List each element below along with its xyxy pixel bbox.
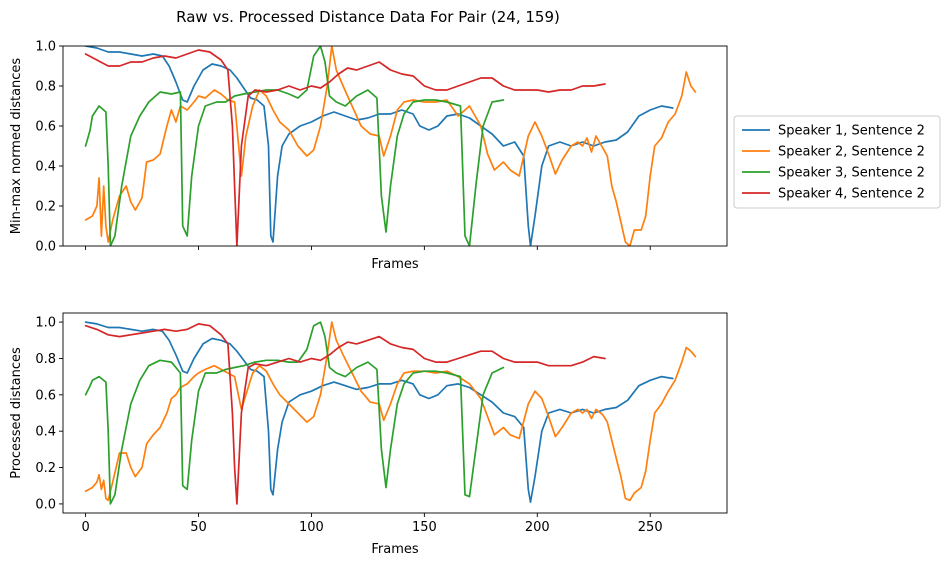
x-tick-label: 50 bbox=[190, 520, 207, 535]
y-tick-label: 0.6 bbox=[35, 120, 56, 135]
series-line-speaker-1 bbox=[84, 321, 674, 503]
series-line-speaker-1 bbox=[84, 46, 674, 246]
y-tick-label: 0.8 bbox=[35, 80, 56, 95]
legend: Speaker 1, Sentence 2 Speaker 2, Sentence… bbox=[733, 115, 941, 209]
legend-entry: Speaker 1, Sentence 2 bbox=[778, 124, 925, 139]
y-tick-label: 0.2 bbox=[35, 200, 56, 215]
series-line-speaker-4 bbox=[84, 323, 606, 505]
legend-entry: Speaker 4, Sentence 2 bbox=[778, 187, 925, 202]
legend-box bbox=[733, 115, 941, 209]
series-lines bbox=[84, 46, 697, 246]
y-tick-label: 0.6 bbox=[35, 388, 56, 403]
y-tick-label: 0.0 bbox=[35, 240, 56, 255]
y-tick-label: 0.4 bbox=[35, 425, 56, 440]
y-tick-label: 0.2 bbox=[35, 461, 56, 476]
x-tick-label: 250 bbox=[638, 520, 663, 535]
x-axis-label: Frames bbox=[371, 542, 419, 557]
series-line-speaker-3 bbox=[84, 46, 505, 246]
axes-frame bbox=[62, 312, 728, 514]
x-tick-label: 0 bbox=[81, 520, 89, 535]
series-lines bbox=[84, 321, 697, 505]
x-tick-label: 100 bbox=[299, 520, 324, 535]
legend-entry: Speaker 2, Sentence 2 bbox=[778, 145, 925, 160]
processed-distances-panel: 0 50 100 150 200 250 0.0 0.2 0.4 0.6 0.8 1.0 Frames P… bbox=[9, 312, 728, 557]
y-axis-label: Min-max normed distances bbox=[9, 58, 24, 235]
x-tick-label: 200 bbox=[525, 520, 550, 535]
series-line-speaker-3 bbox=[84, 321, 505, 505]
x-axis-label: Frames bbox=[371, 257, 419, 272]
y-tick-label: 0.0 bbox=[35, 497, 56, 512]
y-tick-label: 0.8 bbox=[35, 352, 56, 367]
raw-distances-panel: 0.0 0.2 0.4 0.6 0.8 1.0 Frames Min-max normed d… bbox=[9, 40, 728, 272]
y-tick-label: 1.0 bbox=[35, 40, 56, 55]
series-line-speaker-2 bbox=[84, 321, 697, 502]
legend-entry: Speaker 3, Sentence 2 bbox=[778, 166, 925, 181]
series-line-speaker-2 bbox=[84, 46, 697, 246]
chart-title: Raw vs. Processed Distance Data For Pair… bbox=[176, 8, 560, 26]
y-tick-label: 1.0 bbox=[35, 316, 56, 331]
x-tick-label: 150 bbox=[412, 520, 437, 535]
y-tick-label: 0.4 bbox=[35, 160, 56, 175]
y-axis-label: Processed distances bbox=[9, 347, 24, 479]
axes-frame bbox=[62, 45, 728, 247]
series-line-speaker-4 bbox=[84, 49, 606, 246]
